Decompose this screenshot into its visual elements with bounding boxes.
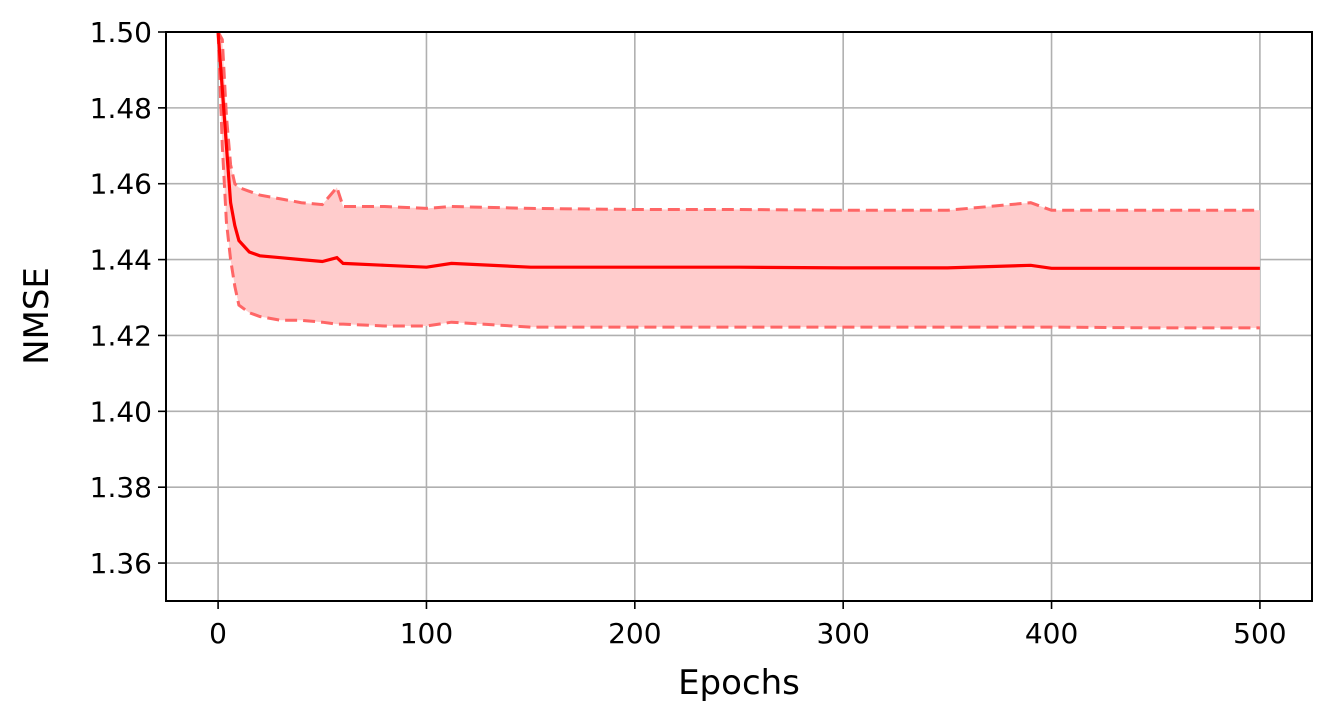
y-tick-label: 1.44 — [90, 244, 152, 277]
std-band — [218, 32, 1260, 328]
plot-frame — [165, 31, 1313, 602]
upper-bound-line — [216, 31, 1260, 212]
x-tick-label: 500 — [1233, 617, 1286, 650]
x-tick-label: 0 — [209, 617, 227, 650]
x-tick-label: 100 — [400, 617, 453, 650]
ticks: 0 100 200 300 400 500 1.36 1.38 1.40 1.42 1.44 1.46… — [90, 16, 1287, 650]
y-tick-label: 1.36 — [90, 547, 152, 580]
y-axis-label: NMSE — [17, 267, 57, 365]
y-tick-label: 1.48 — [90, 92, 152, 125]
x-tick-label: 300 — [816, 617, 869, 650]
y-tick-label: 1.38 — [90, 471, 152, 504]
y-tick-label: 1.40 — [90, 395, 152, 428]
mean-line — [216, 31, 1260, 270]
y-tick-label: 1.42 — [90, 319, 152, 352]
y-tick-label: 1.50 — [90, 16, 152, 49]
x-tick-label: 400 — [1025, 617, 1078, 650]
x-tick-label: 200 — [608, 617, 661, 650]
series-lines — [216, 31, 1260, 330]
lower-bound-line — [216, 31, 1260, 330]
x-axis-label: Epochs — [678, 663, 800, 703]
std-band-fill — [218, 32, 1260, 328]
y-tick-label: 1.46 — [90, 168, 152, 201]
